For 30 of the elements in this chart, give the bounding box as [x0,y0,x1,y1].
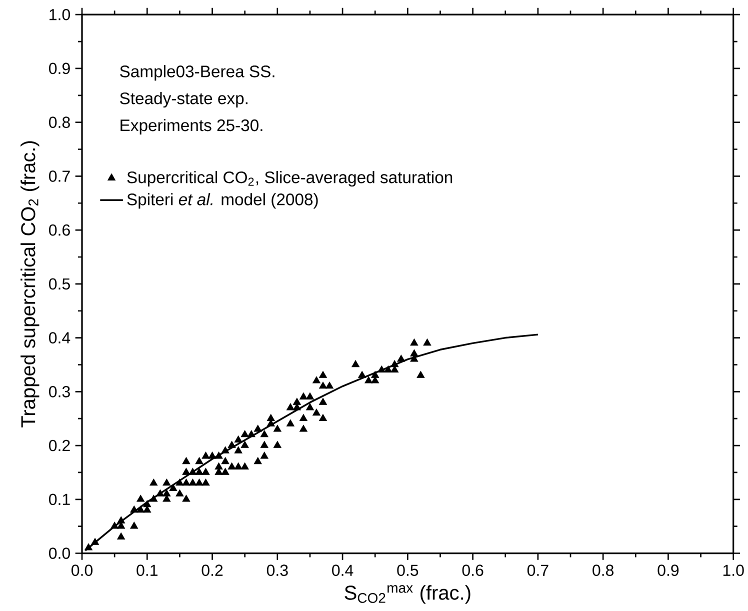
x-tick-label: 0.2 [202,564,223,576]
annotation: Steady-state exp. [120,92,248,108]
y-tick-label: 0.3 [49,386,70,398]
y-tick-label: 0.1 [49,494,70,506]
annotation: Sample03-Berea SS. [120,65,274,81]
line-series [84,334,539,552]
y-tick-label: 1.0 [50,8,70,20]
y-tick-label: 0.7 [49,170,70,182]
y-axis-title: Trapped supercritical CO$_{2}$ (frac.) [20,141,40,428]
y-tick-label: 0.6 [49,224,70,236]
x-tick-label: 0.9 [658,564,679,576]
x-tick-label: 0.0 [72,564,93,576]
legend-label: Supercritical CO$_{2}$, Slice-averaged saturation [127,171,452,187]
x-tick-label: 0.3 [266,564,288,576]
x-tick-label: 0.7 [527,564,548,576]
x-tick-label: 0.8 [592,564,614,576]
y-tick-label: 0.2 [49,440,70,452]
y-tick-label: 0.8 [49,116,70,128]
annotation: Experiments 25-30. [120,118,262,134]
x-axis-title: S$_{CO2}$$^{max}$ (frac.) [344,585,470,604]
legend-label: Spiteri et al. model (2008) [127,193,318,209]
x-tick-label: 0.6 [462,564,484,576]
y-tick-label: 0.9 [49,62,70,74]
x-tick-label: 0.1 [136,564,158,576]
y-tick-label: 0.4 [49,332,70,344]
x-tick-label: 1.0 [723,564,744,576]
x-tick-label: 0.4 [332,564,354,576]
x-tick-label: 0.5 [397,564,418,576]
y-tick-label: 0.0 [49,548,70,559]
y-tick-label: 0.5 [49,278,70,290]
